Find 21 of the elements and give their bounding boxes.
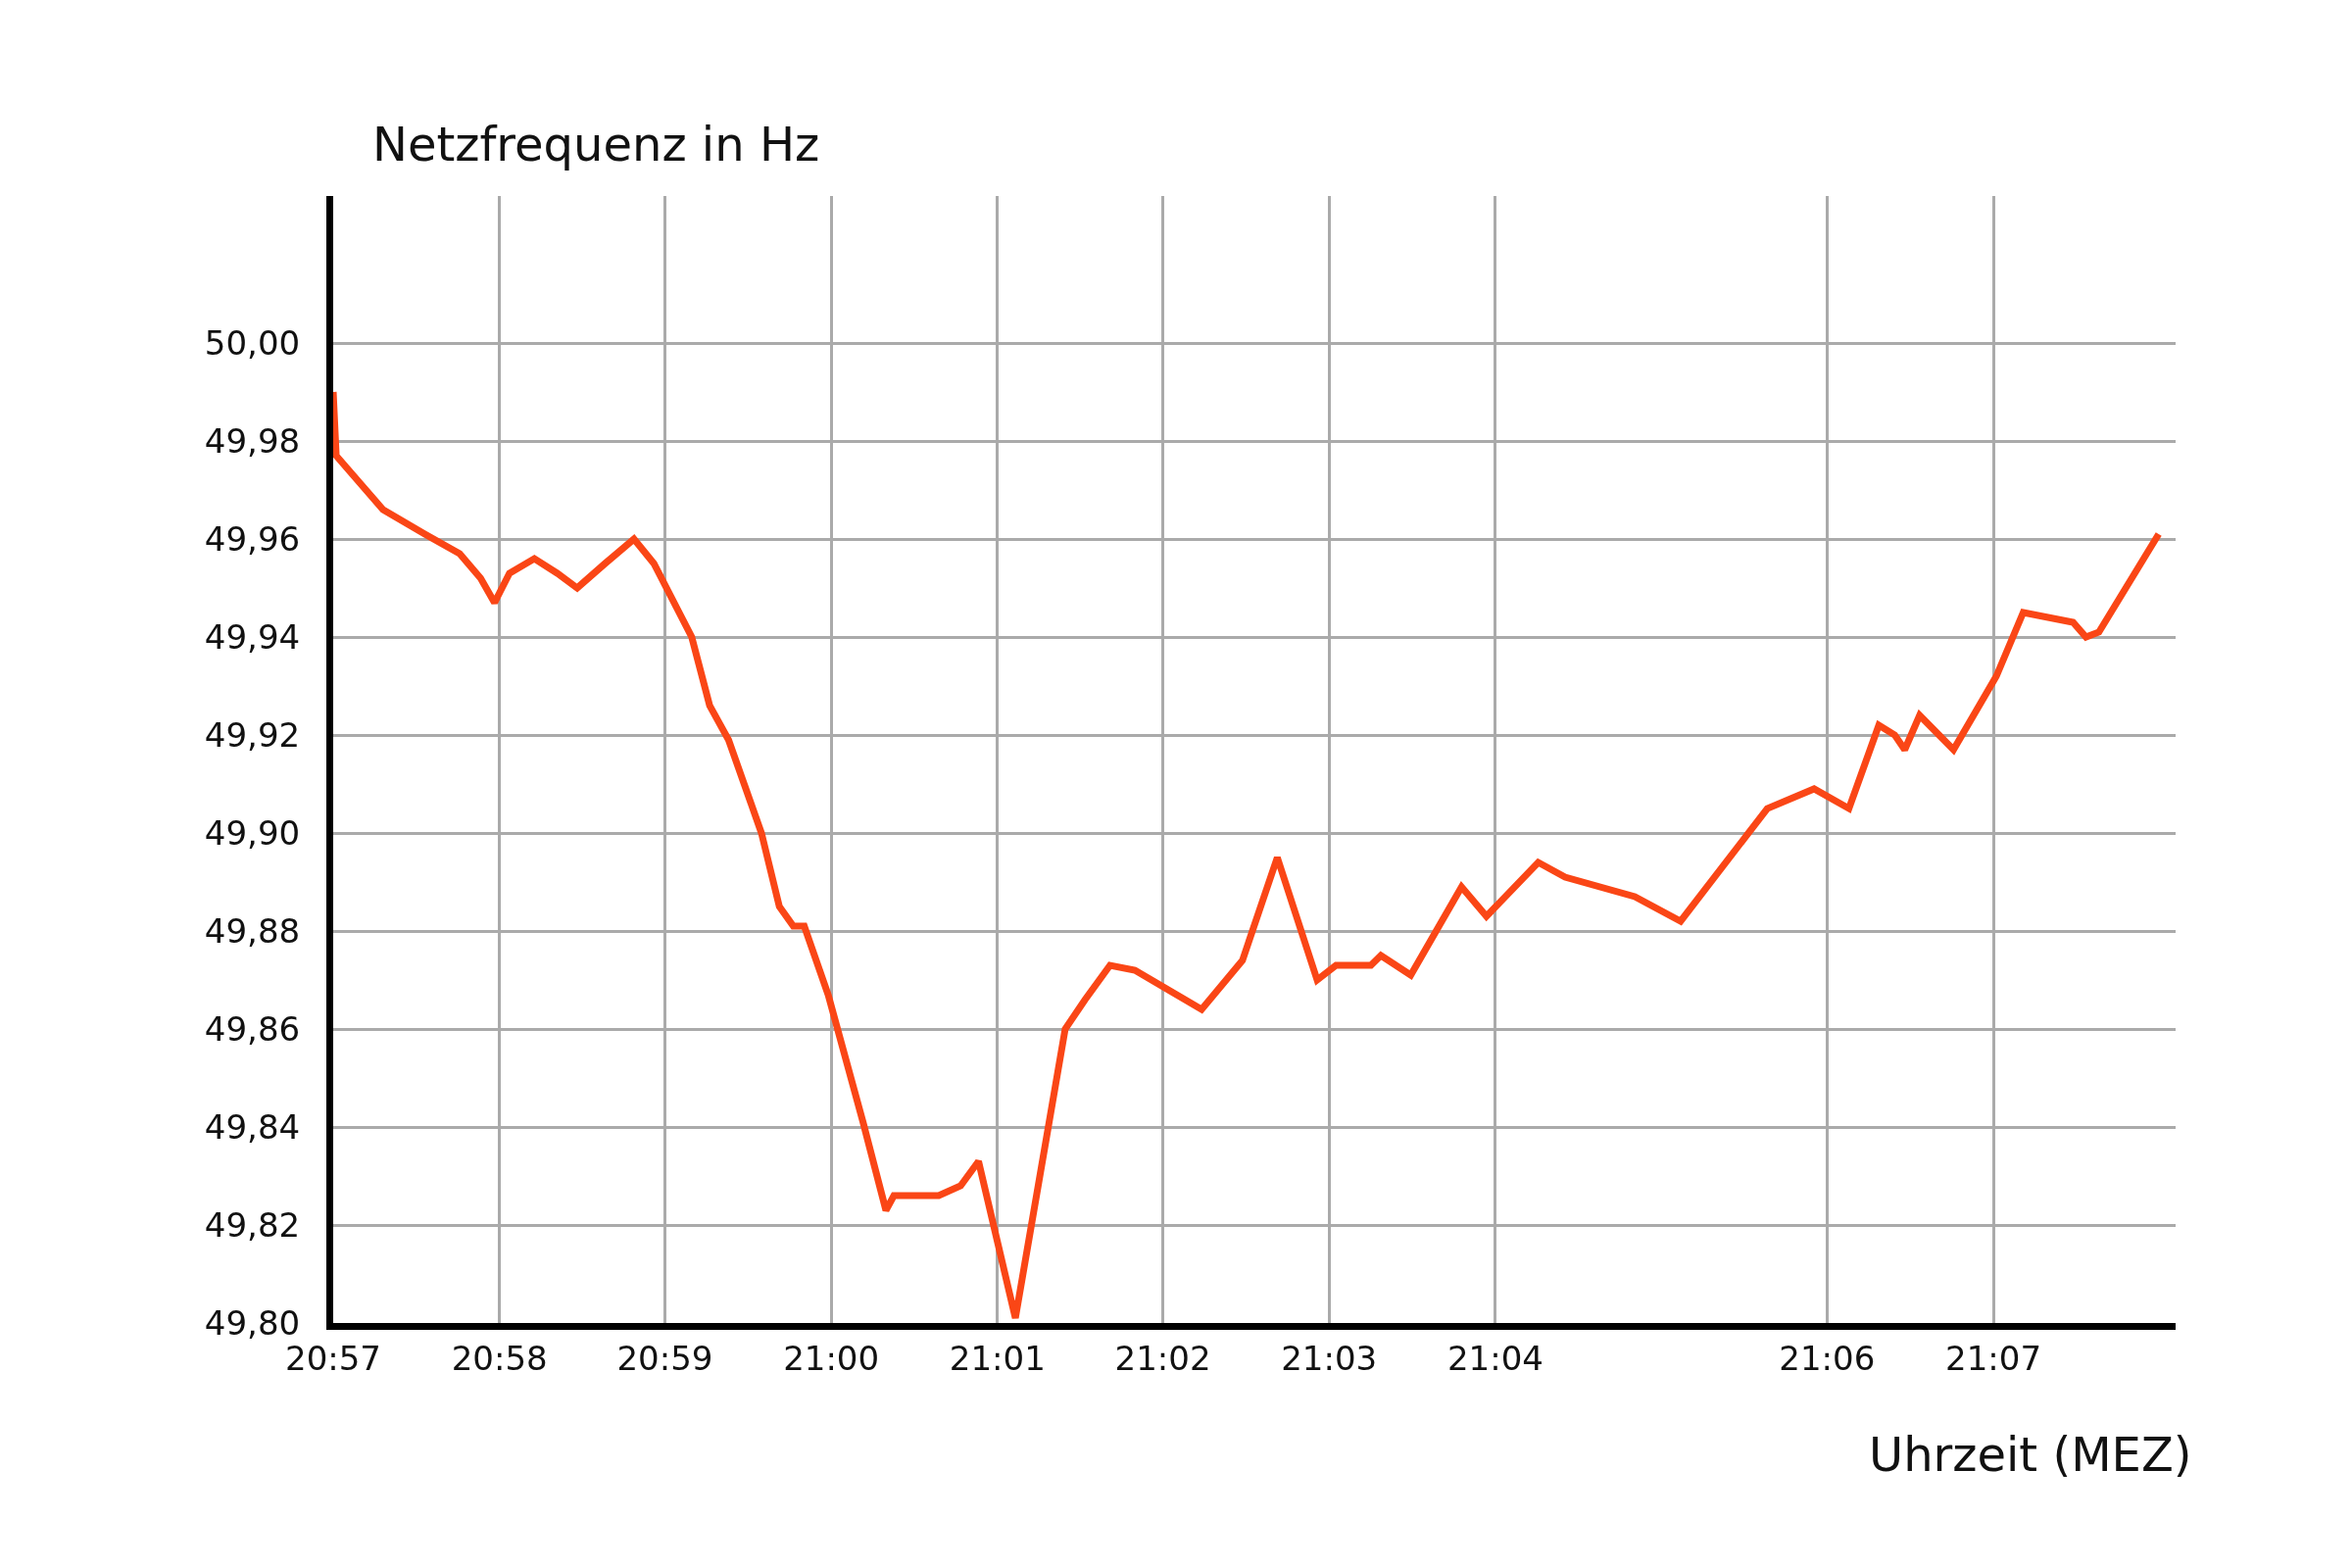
y-tick-label: 49,84 — [204, 1106, 301, 1147]
x-tick-label: 21:04 — [1446, 1338, 1544, 1378]
y-tick-label: 49,90 — [204, 812, 301, 853]
x-tick-label: 21:00 — [783, 1338, 880, 1378]
y-tick-label: 49,96 — [204, 518, 301, 559]
y-tick-label: 49,92 — [204, 714, 301, 755]
y-tick-label: 49,98 — [204, 420, 301, 461]
x-tick-label: 20:58 — [451, 1338, 548, 1378]
x-tick-label: 20:59 — [616, 1338, 713, 1378]
y-tick-label: 49,82 — [204, 1204, 301, 1245]
x-tick-label: 21:06 — [1779, 1338, 1876, 1378]
y-axis-title: Netzfrequenz in Hz — [372, 117, 820, 172]
y-tick-label: 49,88 — [204, 910, 301, 951]
y-tick-label: 50,00 — [204, 322, 301, 363]
x-axis-title: Uhrzeit (MEZ) — [1869, 1427, 2192, 1482]
x-tick-label: 21:02 — [1114, 1338, 1211, 1378]
y-tick-label: 49,94 — [204, 616, 301, 657]
x-tick-label: 21:07 — [1945, 1338, 2042, 1378]
y-tick-label: 49,86 — [204, 1008, 301, 1049]
x-tick-label: 21:01 — [949, 1338, 1046, 1378]
x-tick-label: 21:03 — [1281, 1338, 1378, 1378]
